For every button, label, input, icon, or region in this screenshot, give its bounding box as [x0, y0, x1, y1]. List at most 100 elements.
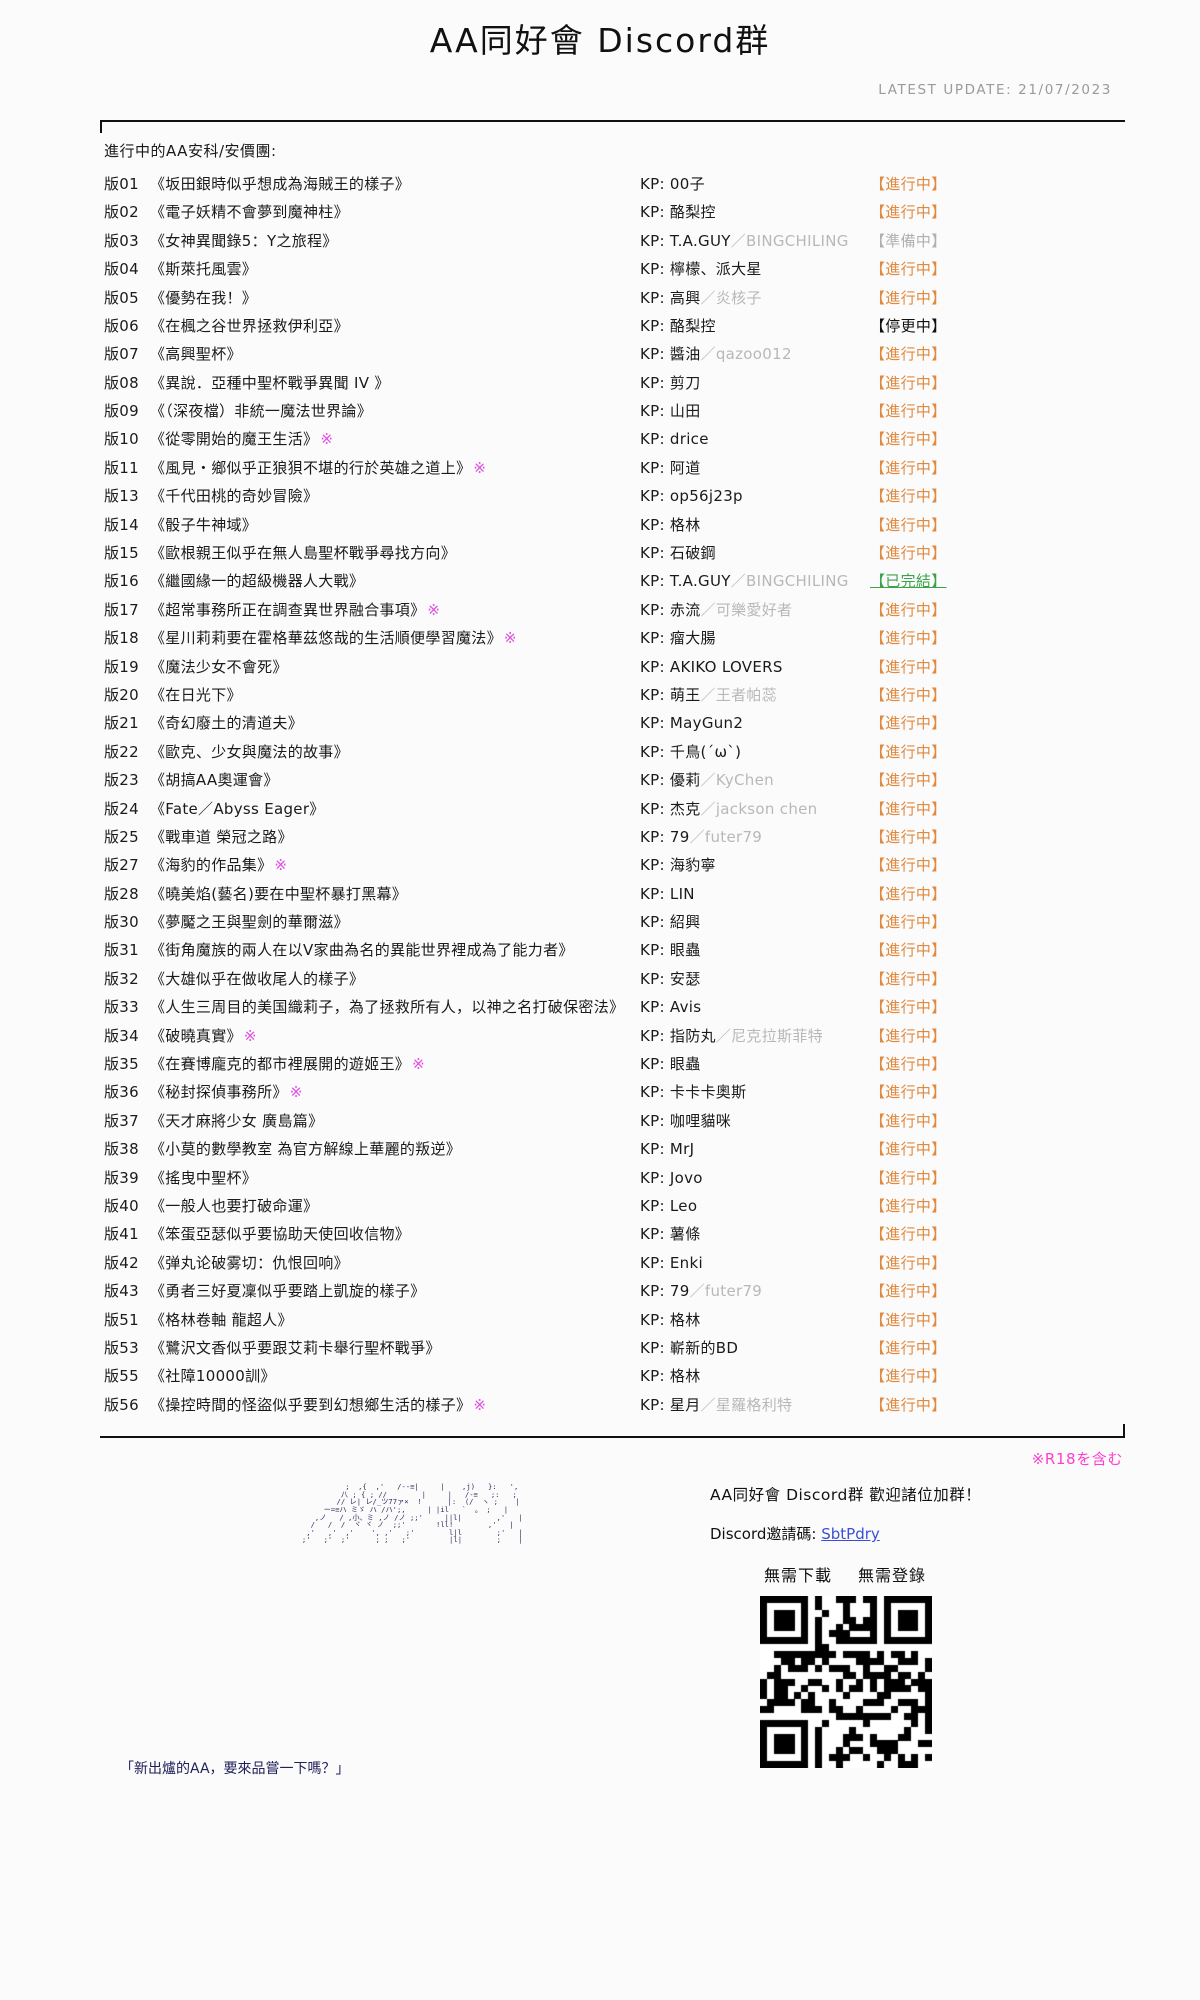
kp-prefix-label: KP: [640, 1395, 670, 1414]
ascii-art: ; ,{ ,' /--≡| | ,j) }: ', 八 ; { ; // | |… [301, 1483, 523, 1545]
kp-prefix-label: KP: [640, 969, 670, 988]
kp-prefix-label: KP: [640, 657, 670, 676]
row-number: 版32 [104, 969, 139, 988]
invite-code-label: Discord邀請碼: [710, 1525, 822, 1544]
table-row: 版31 《街角魔族的兩人在以V家曲為名的異能世界裡成為了能力者》 KP: 眼蟲 【進行… [100, 939, 1125, 967]
row-kp: KP: 酪梨控 [640, 315, 870, 336]
status-badge: 【進行中】 [870, 487, 947, 506]
kp-alt-name: ／BINGCHILING [730, 231, 849, 250]
row-number: 版24 [104, 799, 139, 818]
status-badge: 【進行中】 [870, 913, 947, 932]
row-title: 《小莫的數學教室 為官方解線上華麗的叛逆》 [150, 1138, 640, 1159]
kp-name: 優莉 [669, 771, 701, 790]
row-title: 《坂田銀時似乎想成為海賊王的樣子》 [150, 173, 640, 194]
row-title: 《骰子牛神域》 [150, 514, 640, 535]
row-title-text: 《優勢在我！》 [150, 288, 258, 307]
row-title-text: 《歐根親王似乎在無人島聖杯戰爭尋找方向》 [150, 544, 457, 563]
row-number: 版30 [104, 913, 139, 932]
row-kp: KP: 瘤大腸 [640, 627, 870, 648]
kp-name: 剪刀 [669, 373, 701, 392]
row-title: 《歐根親王似乎在無人島聖杯戰爭尋找方向》 [150, 542, 640, 563]
table-row: 版18 《星川莉莉要在霍格華茲悠哉的生活順便學習魔法》 ※ KP: 瘤大腸 【進行中】 [100, 627, 1125, 655]
kp-prefix-label: KP: [640, 1026, 670, 1045]
row-title: 《天才麻將少女 廣島篇》 [150, 1110, 640, 1131]
kp-prefix-label: KP: [640, 799, 670, 818]
row-number: 版53 [104, 1338, 139, 1357]
row-title-text: 《鷺沢文香似乎要跟艾莉卡舉行聖杯戰爭》 [150, 1338, 441, 1357]
row-kp: KP: 格林 [640, 1309, 870, 1330]
page-footer: ※R18を含む ; ,{ ,' /--≡| | ,j) }: ', 八 ; { … [100, 1448, 1125, 1778]
row-title-text: 《曉美焰(藝名)要在中聖杯暴打黑幕》 [150, 884, 408, 903]
status-badge: 【進行中】 [870, 1395, 947, 1414]
table-row: 版14 《骰子牛神域》 KP: 格林 【進行中】 [100, 514, 1125, 542]
table-row: 版19 《魔法少女不會死》 KP: AKIKO LOVERS 【進行中】 [100, 656, 1125, 684]
row-title: 《電子妖精不會夢到魔神柱》 [150, 201, 640, 222]
row-kp: KP: 杰克／jackson chen [640, 798, 870, 819]
table-row: 版53 《鷺沢文香似乎要跟艾莉卡舉行聖杯戰爭》 KP: 嶄新的BD 【進行中】 [100, 1337, 1125, 1365]
status-badge: 【進行中】 [870, 203, 947, 222]
table-row: 版32 《大雄似乎在做收尾人的樣子》 KP: 安瑟 【進行中】 [100, 968, 1125, 996]
kp-prefix-label: KP: [640, 515, 670, 534]
table-row: 版13 《千代田桃的奇妙冒險》 KP: op56j23p 【進行中】 [100, 485, 1125, 513]
welcome-text: AA同好會 Discord群 歡迎諸位加群！ [710, 1486, 982, 1505]
table-row: 版23 《胡搞AA奧運會》 KP: 優莉／KyChen 【進行中】 [100, 769, 1125, 797]
row-title-text: 《在賽博龐克的都市裡展開的遊姬王》 [150, 1055, 411, 1074]
discord-qr-code[interactable] [760, 1596, 932, 1769]
row-number: 版17 [104, 600, 139, 619]
row-title-text: 《格林卷軸 龍超人》 [150, 1310, 293, 1329]
status-badge: 【進行中】 [870, 969, 947, 988]
row-title: 《曉美焰(藝名)要在中聖杯暴打黑幕》 [150, 883, 640, 904]
row-title: 《人生三周目的美国織莉子，為了拯救所有人，以神之名打破保密法》 [150, 996, 640, 1017]
table-row: 版25 《戰車道 榮冠之路》 KP: 79／futer79 【進行中】 [100, 826, 1125, 854]
kp-name: 紹興 [669, 913, 701, 932]
status-badge: 【進行中】 [870, 1367, 947, 1386]
table-row: 版39 《搖曳中聖杯》 KP: Jovo 【進行中】 [100, 1167, 1125, 1195]
status-badge: 【進行中】 [870, 771, 947, 790]
kp-prefix-label: KP: [640, 1225, 670, 1244]
table-row: 版40 《一般人也要打破命運》 KP: Leo 【進行中】 [100, 1195, 1125, 1223]
row-title-text: 《骰子牛神域》 [150, 515, 258, 534]
kp-name: op56j23p [669, 487, 743, 506]
row-title: 《操控時間的怪盜似乎要到幻想鄉生活的樣子》 ※ [150, 1394, 640, 1415]
kp-name: Jovo [669, 1168, 703, 1187]
row-kp: KP: 阿道 [640, 457, 870, 478]
table-row: 版02 《電子妖精不會夢到魔神柱》 KP: 酪梨控 【進行中】 [100, 201, 1125, 229]
row-title-text: 《（深夜檔）非統一魔法世界論》 [150, 402, 373, 421]
status-badge: 【進行中】 [870, 402, 947, 421]
table-row: 版15 《歐根親王似乎在無人島聖杯戰爭尋找方向》 KP: 石破鋼 【進行中】 [100, 542, 1125, 570]
kp-prefix-label: KP: [640, 913, 670, 932]
invite-block: AA同好會 Discord群 歡迎諸位加群！ Discord邀請碼: SbtPd… [700, 1483, 1125, 1769]
kp-prefix-label: KP: [640, 1055, 670, 1074]
row-title: 《超常事務所正在調查異世界融合事項》 ※ [150, 599, 640, 620]
kp-name: 檸檬、派大星 [669, 260, 762, 279]
status-badge: 【進行中】 [870, 260, 947, 279]
kp-prefix-label: KP: [640, 288, 670, 307]
row-title: 《夢魘之王與聖劍的華爾滋》 [150, 911, 640, 932]
row-title-text: 《星川莉莉要在霍格華茲悠哉的生活順便學習魔法》 [150, 629, 502, 648]
row-title-text: 《繼國緣一的超級機器人大戰》 [150, 572, 365, 591]
row-kp: KP: 79／futer79 [640, 826, 870, 847]
discord-invite-link[interactable]: SbtPdry [821, 1525, 880, 1544]
row-number: 版10 [104, 430, 139, 449]
status-badge: 【進行中】 [870, 856, 947, 875]
row-title-text: 《笨蛋亞瑟似乎要協助天使回收信物》 [150, 1225, 411, 1244]
status-badge: 【進行中】 [870, 430, 947, 449]
status-badge: 【已完結】 [870, 572, 947, 591]
kp-name: Enki [669, 1253, 703, 1272]
row-number: 版23 [104, 771, 139, 790]
row-number: 版11 [104, 458, 139, 477]
no-need-row: 無需下載 無需登錄 [710, 1562, 980, 1586]
kp-name: T.A.GUY [669, 572, 731, 591]
row-number: 版42 [104, 1253, 139, 1272]
kp-name: 嶄新的BD [669, 1338, 739, 1357]
r18-mark-icon: ※ [289, 1083, 303, 1102]
kp-prefix-label: KP: [640, 827, 670, 846]
kp-name: 石破鋼 [669, 544, 716, 563]
row-title: 《（深夜檔）非統一魔法世界論》 [150, 400, 640, 421]
invite-code-line: Discord邀請碼: SbtPdry [710, 1523, 1125, 1544]
row-title-text: 《高興聖杯》 [150, 345, 242, 364]
status-badge: 【進行中】 [870, 799, 947, 818]
kp-name: 高興 [669, 288, 701, 307]
row-kp: KP: Avis [640, 998, 870, 1016]
